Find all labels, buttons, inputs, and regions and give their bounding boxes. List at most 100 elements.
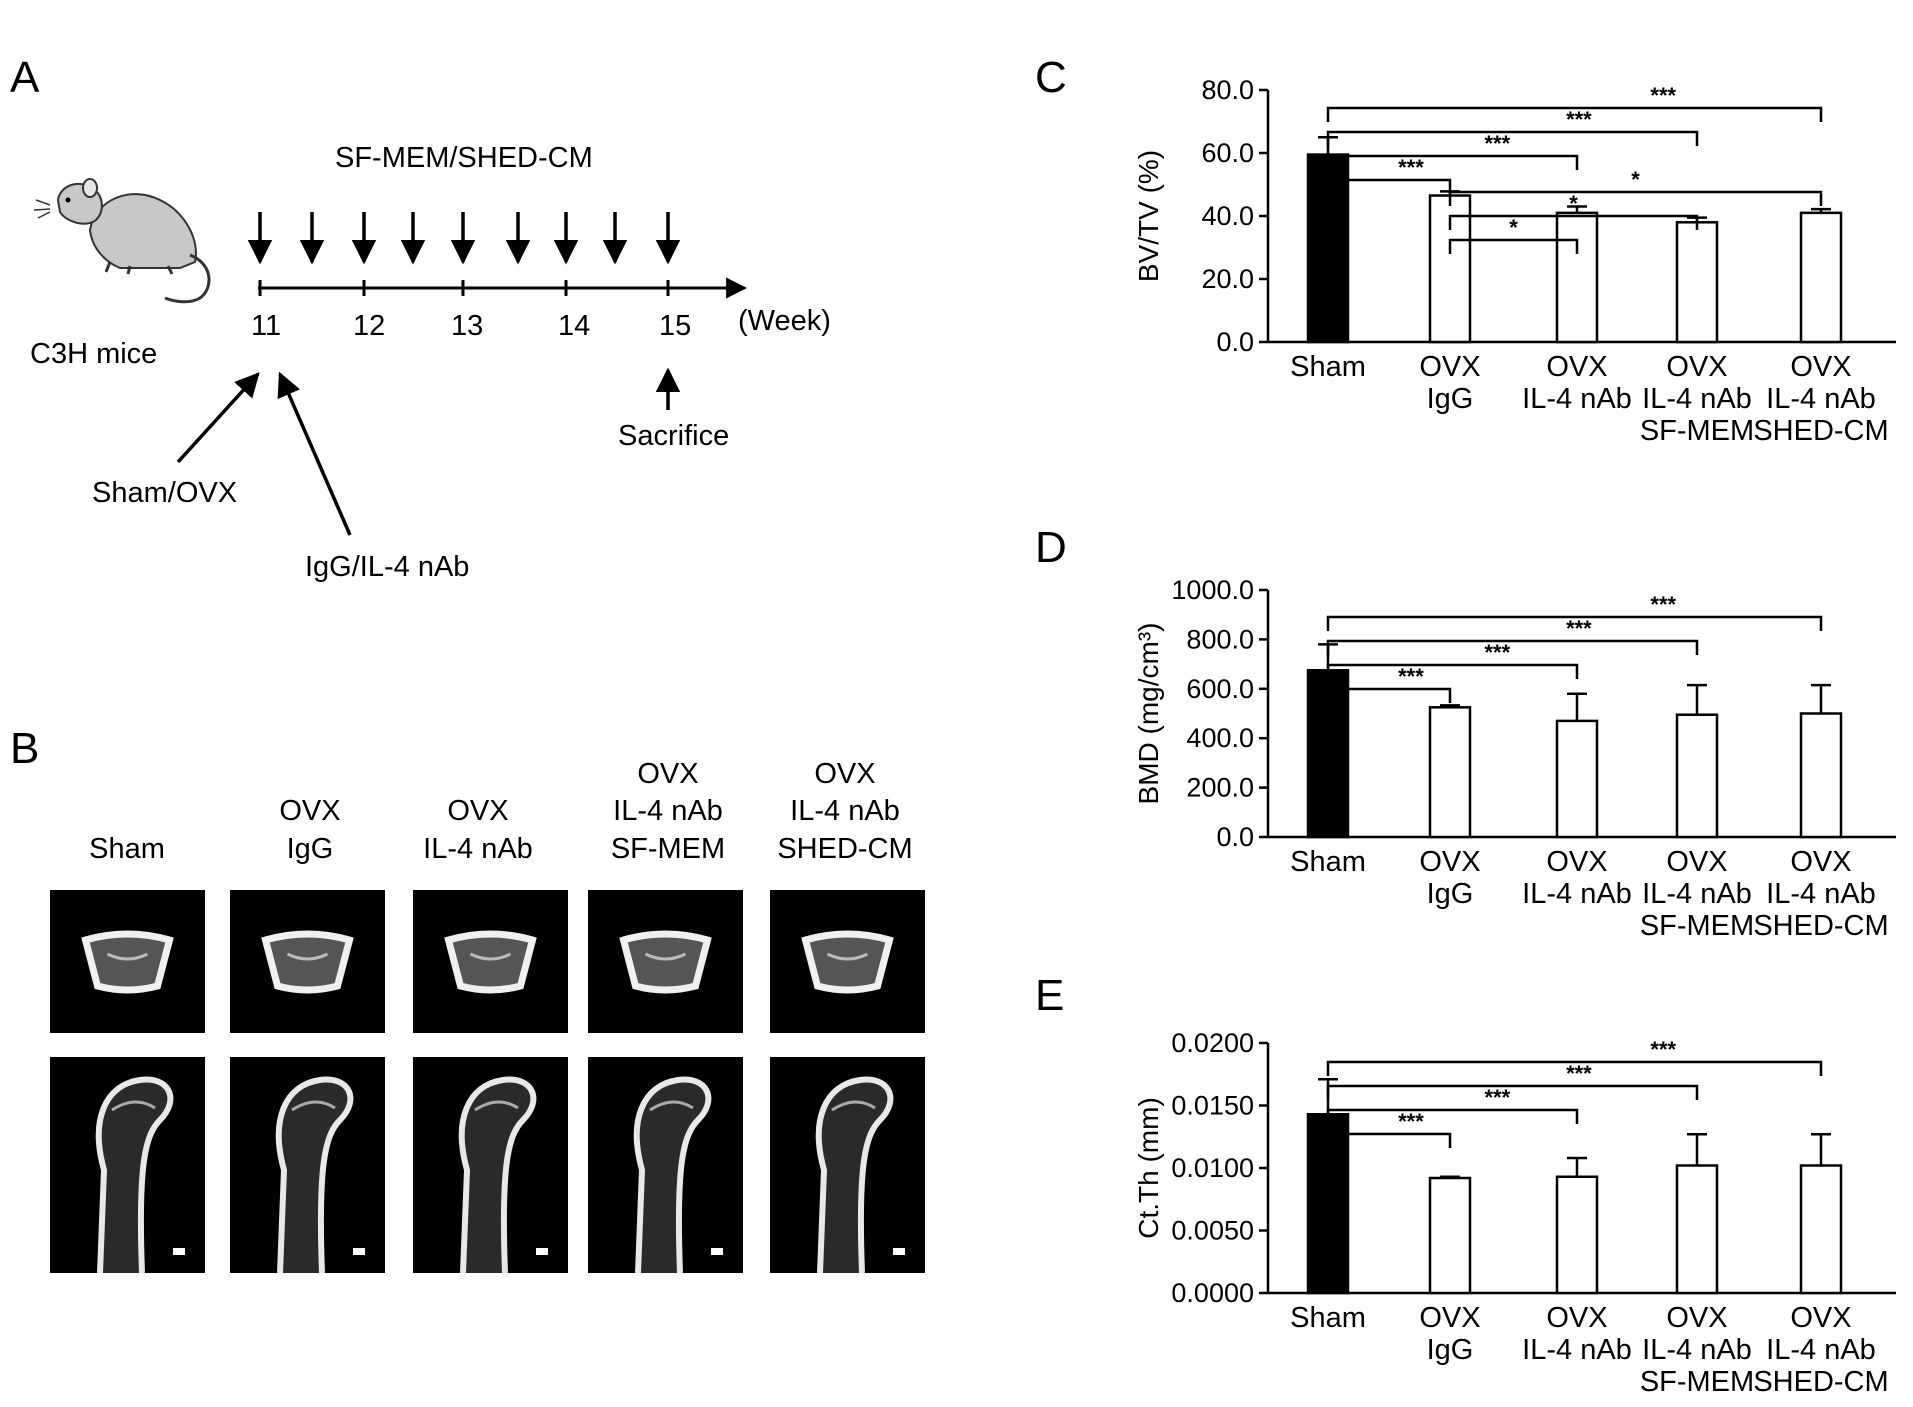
femur-image [50, 1057, 205, 1274]
panel-a: A SF-MEM/SHED-CM C3H mice 11 12 13 14 15… [10, 53, 831, 583]
bar [1555, 1175, 1599, 1295]
significance-label: *** [1566, 616, 1592, 641]
chart-ctth: 0.0000 0.0050 0.0100 0.0150 0.0200 Ct.Th (mm)… [1133, 1028, 1896, 1398]
group-label: IgG [287, 833, 334, 865]
group-label: SHED-CM [777, 833, 912, 865]
panel-b-label: B [10, 724, 39, 773]
x-tick-label: OVX [1546, 1302, 1607, 1334]
week-label: 15 [659, 310, 691, 342]
significance-bracket [1326, 178, 1452, 194]
y-tick-label: 80.0 [1201, 75, 1254, 105]
significance-bracket [1448, 190, 1823, 206]
x-tick-label: OVX [1546, 846, 1607, 878]
x-tick-label: OVX [1666, 351, 1727, 383]
scale-bar [173, 1248, 185, 1255]
y-tick-label: 0.0100 [1171, 1153, 1254, 1183]
x-tick-label: SHED-CM [1753, 910, 1888, 942]
group-label: OVX [279, 795, 340, 827]
significance-label: *** [1484, 131, 1510, 156]
x-tick-label: OVX [1790, 1302, 1851, 1334]
bar [1799, 1164, 1843, 1295]
significance-label: *** [1398, 155, 1424, 180]
significance-bracket [1326, 1108, 1579, 1124]
significance-label: * [1631, 167, 1640, 192]
antibody-arrow [277, 371, 352, 536]
group-label: IL-4 nAb [423, 833, 533, 865]
x-tick-label: IgG [1427, 383, 1474, 415]
significance-bracket [1326, 1084, 1699, 1100]
x-tick-label: OVX [1419, 1302, 1480, 1334]
significance-label: *** [1398, 664, 1424, 689]
significance-label: *** [1650, 83, 1676, 108]
week-label: 14 [558, 310, 590, 342]
significance-bracket [1326, 154, 1579, 170]
y-tick-label: 400.0 [1186, 723, 1254, 753]
y-tick-label: 1000.0 [1171, 575, 1254, 605]
antibody-label: IgG/IL-4 nAb [305, 551, 469, 583]
x-tick-label: IL-4 nAb [1522, 1334, 1632, 1366]
x-tick-label: IL-4 nAb [1642, 1334, 1752, 1366]
injection-arrows [247, 212, 681, 265]
x-tick-label: Sham [1290, 351, 1366, 383]
y-tick-label: 600.0 [1186, 674, 1254, 704]
x-tick-label: OVX [1666, 846, 1727, 878]
x-tick-label: SF-MEM [1640, 1366, 1754, 1398]
group-label: IL-4 nAb [613, 795, 723, 827]
bar [1555, 719, 1599, 839]
x-tick-label: SHED-CM [1753, 415, 1888, 447]
significance-label: *** [1484, 1085, 1510, 1110]
group-label: OVX [447, 795, 508, 827]
bar [1799, 211, 1843, 344]
week-label: 12 [353, 310, 385, 342]
surgery-label: Sham/OVX [92, 477, 237, 509]
x-tick-label: OVX [1790, 351, 1851, 383]
y-tick-label: 20.0 [1201, 264, 1254, 294]
x-tick-label: IL-4 nAb [1766, 878, 1876, 910]
y-tick-label: 60.0 [1201, 138, 1254, 168]
x-tick-label: IL-4 nAb [1522, 878, 1632, 910]
timeline-ticks [258, 280, 670, 296]
bar [1675, 713, 1719, 839]
significance-bracket [1326, 687, 1452, 703]
significance-bracket [1326, 639, 1699, 655]
x-tick-label: IgG [1427, 1334, 1474, 1366]
x-tick-label: IgG [1427, 878, 1474, 910]
femur-image [770, 1057, 925, 1274]
week-unit-label: (Week) [738, 305, 831, 337]
treatment-label: SF-MEM/SHED-CM [335, 142, 593, 174]
y-tick-label: 0.0 [1216, 327, 1254, 357]
significance-label: *** [1398, 1109, 1424, 1134]
sacrifice-label: Sacrifice [618, 420, 729, 452]
significance-bracket [1326, 130, 1699, 146]
x-tick-label: IL-4 nAb [1522, 383, 1632, 415]
group-label: OVX [637, 758, 698, 790]
bar [1799, 712, 1843, 839]
cross-section-image [50, 890, 205, 1033]
panel-e-label: E [1035, 971, 1064, 1020]
scale-bar [536, 1248, 548, 1255]
group-label: Sham [89, 833, 165, 865]
significance-label: *** [1650, 592, 1676, 617]
significance-bracket [1326, 663, 1579, 679]
significance-bracket [1326, 615, 1823, 631]
scale-bar [711, 1248, 723, 1255]
y-tick-label: 0.0000 [1171, 1278, 1254, 1308]
x-tick-label: SHED-CM [1753, 1366, 1888, 1398]
bar [1675, 1164, 1719, 1295]
group-label: IL-4 nAb [790, 795, 900, 827]
bar [1555, 211, 1599, 344]
x-tick-label: IL-4 nAb [1642, 878, 1752, 910]
x-tick-label: IL-4 nAb [1766, 1334, 1876, 1366]
x-tick-label: OVX [1790, 846, 1851, 878]
week-label: 11 [251, 310, 281, 342]
y-axis-title: BV/TV (%) [1133, 150, 1164, 282]
mouse-label: C3H mice [30, 338, 157, 370]
significance-label: *** [1566, 107, 1592, 132]
bar [1428, 194, 1472, 344]
scale-bar [893, 1248, 905, 1255]
y-tick-label: 0.0 [1216, 822, 1254, 852]
significance-bracket [1448, 238, 1579, 254]
bar [1675, 221, 1719, 344]
scale-bar [353, 1248, 365, 1255]
